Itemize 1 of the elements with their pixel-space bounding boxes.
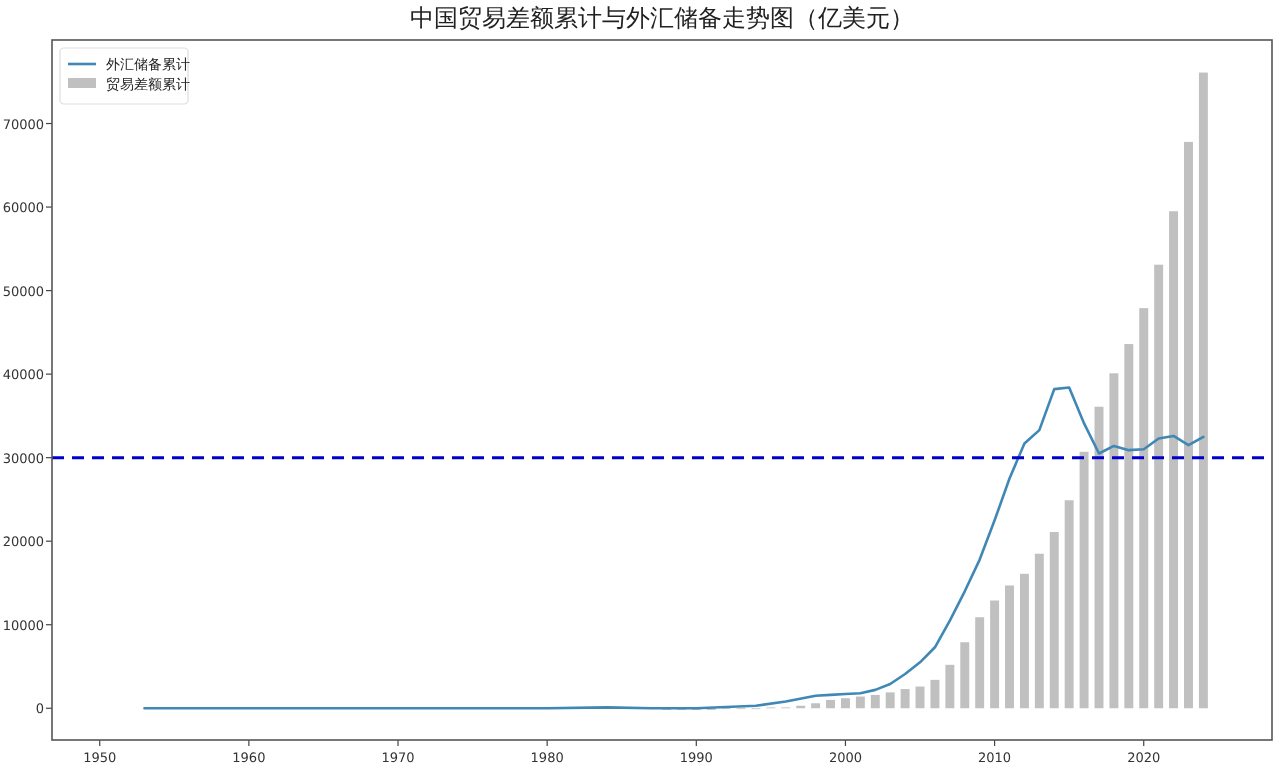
chart-title: 中国贸易差额累计与外汇储备走势图（亿美元） xyxy=(410,4,914,32)
